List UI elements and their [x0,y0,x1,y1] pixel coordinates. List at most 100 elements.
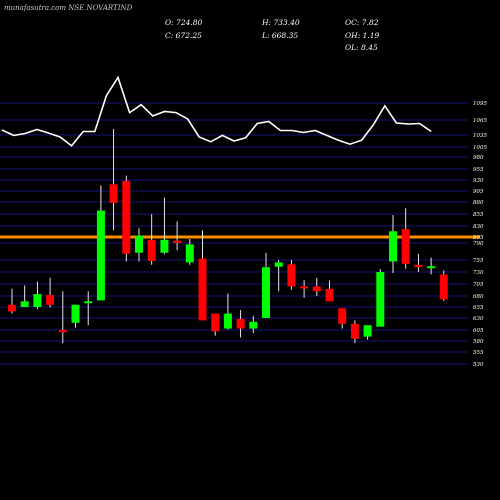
candle [401,208,410,269]
candle [211,313,220,336]
candle-body [147,239,156,261]
y-tick-label: 805 [473,235,484,241]
candle-body [262,267,270,318]
y-tick-label: 1065 [473,118,487,124]
candle-body [71,304,80,323]
y-tick-label: 630 [473,316,484,322]
candle [185,239,194,265]
candle-body [350,323,359,339]
line-series [1,75,432,147]
candle [135,228,143,262]
y-tick-label: 605 [473,328,484,334]
y-tick-label: 1035 [473,133,487,139]
y-tick-label: 880 [473,200,484,206]
y-tick-label: 655 [473,305,484,311]
candles-layer [8,129,448,344]
candle [389,214,397,273]
y-tick-label: 1095 [473,101,487,107]
oh-value: OH: 1.19 [345,31,380,40]
candle [33,281,42,310]
y-tick-labels: 1095 1065 1035 1005 980 955 930 905 880 855 830 805… [473,101,487,368]
candle-body [274,262,283,267]
y-tick-label: 1005 [473,145,487,151]
candle-body [287,264,296,287]
y-tick-label: 930 [473,178,484,184]
y-tick-label: 905 [473,189,484,195]
candle [338,308,347,329]
oc-value: OC: 7.82 [345,18,379,27]
candle-body [312,286,321,292]
candle-body [439,274,448,300]
candle [122,175,131,262]
candle [376,269,385,327]
candle-body [185,244,194,263]
candle [109,129,118,231]
ol-value: OL: 8.45 [345,43,378,52]
candle-body [414,264,423,268]
y-tick-label: 730 [473,270,484,276]
low-value: L: 668.35 [262,31,299,40]
line-series-layer [1,75,432,147]
candle-body [401,229,410,264]
candle [160,197,169,255]
candle [20,285,29,307]
candle-body [8,304,16,312]
y-tick-label: 555 [473,350,484,356]
candle-body [249,321,258,329]
candle [439,270,448,302]
candle-body [363,325,372,337]
candle [249,315,258,334]
candle [147,214,156,265]
candle [46,277,55,308]
y-tick-label: 680 [473,294,484,300]
candle-body [173,240,182,243]
candle [198,230,207,321]
candle [350,320,359,344]
high-value: H: 733.40 [262,18,300,27]
candle-body [109,184,118,203]
candle-body [376,272,385,327]
candle-body [389,231,397,262]
candle [300,280,309,298]
candle-body [58,330,67,333]
candle-body [198,258,207,321]
grid-lines [0,102,468,365]
open-value: O: 724.80 [165,18,203,27]
candle-body [160,239,169,253]
candle [71,304,80,328]
candle [58,291,67,344]
watermark: munafasutra.com NSE NOVARTIND [4,4,133,12]
candle-body [20,301,29,307]
candle-body [96,210,105,301]
candle-body [135,235,143,253]
candle-body [236,318,245,329]
candle [262,252,270,318]
candle-body [427,266,436,269]
candle [96,185,105,301]
y-tick-label: 830 [473,224,484,230]
candle [223,293,232,330]
close-value: C: 672.25 [165,31,202,40]
candle [414,253,423,272]
y-tick-label: 705 [473,282,484,288]
candle [287,260,296,290]
candle [325,280,334,302]
candle-body [338,308,347,324]
candle-body [33,294,42,307]
candle [8,288,16,314]
candle [173,221,182,251]
candle-body [84,301,93,304]
y-tick-label: 530 [473,362,484,368]
candle-body [300,286,309,289]
y-tick-label: 755 [473,258,484,264]
candle-body [211,313,220,332]
y-tick-label: 580 [473,339,484,345]
candle-body [46,295,55,305]
candle [84,291,93,326]
candle-body [325,288,334,302]
y-tick-label: 790 [473,241,484,247]
candle [312,277,321,296]
candle [236,310,245,338]
candle-body [223,313,232,329]
